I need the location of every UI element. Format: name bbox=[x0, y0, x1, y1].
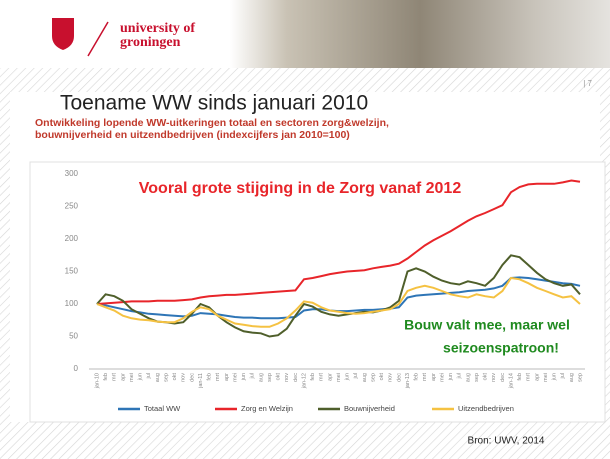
x-tick-label: nov bbox=[491, 373, 497, 382]
x-tick-label: jun bbox=[552, 373, 558, 381]
x-tick-label: mrt bbox=[526, 373, 532, 381]
x-tick-label: jun bbox=[241, 373, 247, 381]
logo-text: groningen bbox=[120, 35, 181, 50]
x-tick-label: nov bbox=[388, 373, 394, 382]
x-tick-label: jul bbox=[250, 373, 256, 380]
x-tick-label: apr bbox=[120, 373, 126, 381]
x-tick-label: dec bbox=[189, 373, 195, 382]
legend-label: Totaal WW bbox=[144, 404, 181, 413]
x-tick-label: apr bbox=[327, 373, 333, 381]
x-tick-label: aug bbox=[362, 373, 368, 382]
y-tick-label: 0 bbox=[74, 364, 79, 373]
x-tick-label: mrt bbox=[112, 373, 118, 381]
x-tick-label: mrt bbox=[319, 373, 325, 381]
x-tick-label: sep bbox=[577, 373, 583, 382]
x-tick-label: sep bbox=[267, 373, 273, 382]
annotation: Bouw valt mee, maar wel bbox=[404, 317, 570, 333]
legend-label: Zorg en Welzijn bbox=[241, 404, 293, 413]
x-tick-label: feb bbox=[310, 373, 316, 381]
x-tick-label: feb bbox=[517, 373, 523, 381]
y-tick-label: 150 bbox=[65, 267, 79, 276]
x-tick-label: dec bbox=[500, 373, 506, 382]
x-tick-label: jul bbox=[560, 373, 566, 380]
annotation: Vooral grote stijging in de Zorg vanaf 2… bbox=[139, 180, 462, 197]
x-tick-label: mei bbox=[232, 373, 238, 382]
x-tick-label: mei bbox=[439, 373, 445, 382]
x-tick-label: jun bbox=[138, 373, 144, 381]
x-tick-label: feb bbox=[414, 373, 420, 381]
x-tick-label: okt bbox=[172, 373, 178, 381]
x-tick-label: aug bbox=[569, 373, 575, 382]
x-tick-label: jun bbox=[448, 373, 454, 381]
x-tick-label: okt bbox=[276, 373, 282, 381]
x-tick-label: jan-11 bbox=[198, 373, 204, 389]
x-tick-label: sep bbox=[163, 373, 169, 382]
x-tick-label: nov bbox=[181, 373, 187, 382]
x-tick-label: mei bbox=[336, 373, 342, 382]
slide-title: Toename WW sinds januari 2010 bbox=[60, 92, 368, 115]
x-tick-label: jan-14 bbox=[508, 373, 514, 389]
y-tick-label: 250 bbox=[65, 202, 79, 211]
x-tick-label: feb bbox=[207, 373, 213, 381]
x-tick-label: jun bbox=[345, 373, 351, 381]
x-tick-label: aug bbox=[465, 373, 471, 382]
y-tick-label: 300 bbox=[65, 169, 79, 178]
chart-box bbox=[30, 162, 605, 422]
x-tick-label: jul bbox=[353, 373, 359, 380]
x-tick-label: nov bbox=[284, 373, 290, 382]
x-tick-label: mrt bbox=[215, 373, 221, 381]
x-tick-label: aug bbox=[258, 373, 264, 382]
logo-text: university of bbox=[120, 21, 195, 36]
legend-label: Bouwnijverheid bbox=[344, 404, 395, 413]
slide: university of groningen | 7 Toename WW s… bbox=[0, 0, 610, 459]
x-tick-label: sep bbox=[474, 373, 480, 382]
x-tick-label: jan-12 bbox=[301, 373, 307, 389]
y-tick-label: 200 bbox=[65, 234, 79, 243]
x-tick-label: okt bbox=[483, 373, 489, 381]
x-tick-label: jul bbox=[457, 373, 463, 380]
annotation: seizoenspatroon! bbox=[443, 340, 559, 356]
x-tick-label: mei bbox=[543, 373, 549, 382]
chart-title: Ontwikkeling lopende WW-uitkeringen tota… bbox=[35, 117, 389, 129]
legend-label: Uitzendbedrijven bbox=[458, 404, 514, 413]
chart-title: bouwnijverheid en uitzendbedrijven (inde… bbox=[35, 129, 350, 141]
x-tick-label: dec bbox=[396, 373, 402, 382]
x-tick-label: mei bbox=[129, 373, 135, 382]
x-tick-label: aug bbox=[155, 373, 161, 382]
x-tick-label: sep bbox=[370, 373, 376, 382]
y-tick-label: 100 bbox=[65, 299, 79, 308]
header-photo bbox=[230, 0, 610, 68]
x-tick-label: apr bbox=[431, 373, 437, 381]
source: Bron: UWV, 2014 bbox=[468, 436, 545, 447]
x-tick-label: mrt bbox=[422, 373, 428, 381]
x-tick-label: apr bbox=[534, 373, 540, 381]
y-tick-label: 50 bbox=[69, 332, 78, 341]
x-tick-label: jan-13 bbox=[405, 373, 411, 389]
x-tick-label: apr bbox=[224, 373, 230, 381]
x-tick-label: okt bbox=[379, 373, 385, 381]
x-tick-label: feb bbox=[103, 373, 109, 381]
x-tick-label: jan-10 bbox=[94, 373, 100, 389]
x-tick-label: jul bbox=[146, 373, 152, 380]
slide-number: | 7 bbox=[583, 79, 592, 88]
x-tick-label: dec bbox=[293, 373, 299, 382]
